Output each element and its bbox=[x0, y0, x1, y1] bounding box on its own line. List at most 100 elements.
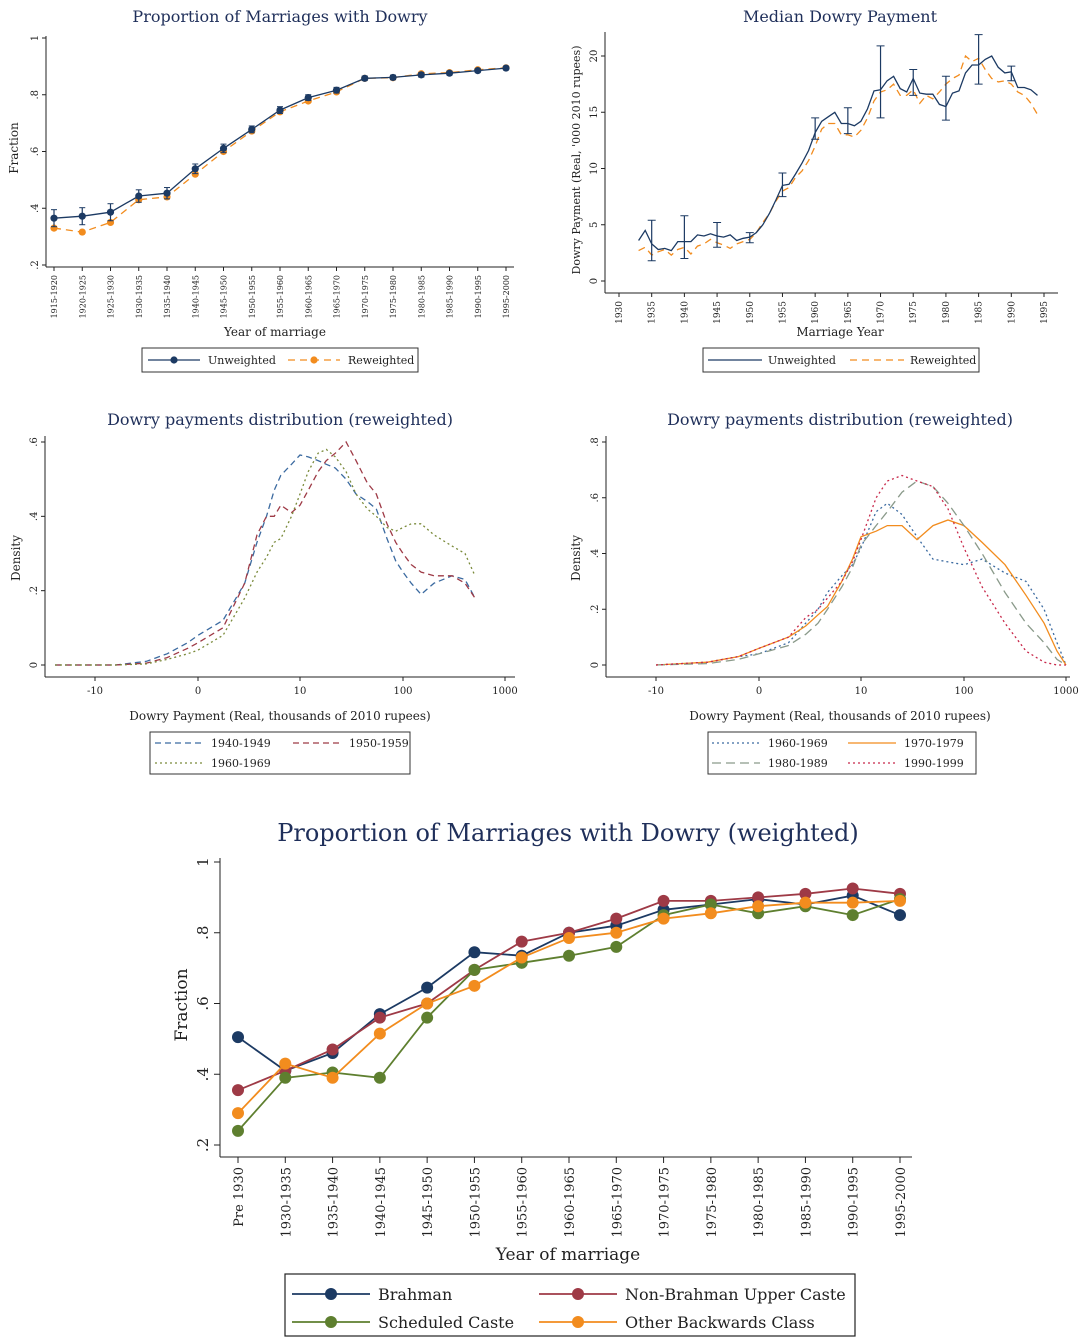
x-tick-label: 1930-1935 bbox=[135, 275, 144, 318]
data-point bbox=[191, 170, 199, 178]
data-point bbox=[657, 912, 670, 925]
legend-label: 1960-1969 bbox=[768, 737, 828, 750]
data-point bbox=[417, 71, 425, 79]
data-point bbox=[563, 932, 575, 945]
x-tick-label: 1985 bbox=[975, 301, 985, 324]
x-tick-label: 1945-1950 bbox=[220, 275, 229, 318]
legend-marker bbox=[572, 1316, 584, 1328]
y-tick-label: .6 bbox=[29, 437, 40, 447]
data-point bbox=[50, 214, 58, 222]
data-point bbox=[421, 981, 434, 994]
x-tick-label: 1980-1985 bbox=[752, 1167, 767, 1238]
x-tick-label: 1940-1945 bbox=[374, 1167, 389, 1238]
x-tick-label: 100 bbox=[393, 686, 412, 697]
x-tick-label: 1930 bbox=[615, 301, 625, 324]
data-point bbox=[326, 1043, 339, 1056]
x-tick-label: Pre 1930 bbox=[232, 1167, 247, 1227]
data-point bbox=[502, 64, 510, 72]
data-point bbox=[106, 208, 115, 216]
x-tick-label: 1965 bbox=[844, 301, 854, 324]
legend-box bbox=[149, 731, 411, 775]
chart-title: Dowry payments distribution (reweighted) bbox=[107, 410, 453, 429]
x-tick-label: 1920-1925 bbox=[78, 275, 87, 318]
data-point bbox=[232, 1084, 244, 1097]
data-point bbox=[474, 67, 482, 75]
data-point bbox=[78, 228, 86, 236]
series-line-1940-1949 bbox=[55, 454, 476, 666]
y-axis-label: Density bbox=[569, 535, 583, 581]
data-point bbox=[894, 894, 906, 907]
series-line-1990-1999 bbox=[655, 474, 1066, 666]
data-point bbox=[610, 912, 623, 925]
x-tick-label: 1955 bbox=[778, 301, 788, 324]
x-tick-label: 0 bbox=[195, 686, 201, 697]
series-line-1980-1989 bbox=[655, 480, 1067, 666]
x-tick-label: 1940-1945 bbox=[191, 275, 200, 318]
data-point bbox=[373, 1027, 386, 1040]
data-point bbox=[232, 1107, 244, 1120]
legend-marker bbox=[325, 1316, 337, 1328]
series-line-1950-1959 bbox=[55, 440, 476, 666]
data-point bbox=[373, 1071, 386, 1084]
x-tick-label: 1915-1920 bbox=[50, 275, 59, 318]
data-point bbox=[752, 891, 765, 904]
series-line-Brahman bbox=[237, 894, 901, 1072]
x-tick-label: 1975-1980 bbox=[705, 1167, 720, 1238]
data-point bbox=[78, 212, 86, 220]
series-line-unweighted bbox=[53, 67, 507, 219]
x-tick-label: 1925-1930 bbox=[107, 275, 116, 318]
x-tick-label: 1970-1975 bbox=[658, 1167, 673, 1238]
y-tick-label: 20 bbox=[589, 50, 600, 63]
data-point bbox=[752, 900, 765, 913]
chart-panel-median-dowry: Median Dowry Payment Marriage Year Dowry… bbox=[540, 0, 1079, 380]
data-point bbox=[191, 165, 199, 173]
y-tick-label: .4 bbox=[194, 1067, 212, 1081]
data-point bbox=[389, 73, 397, 82]
data-point bbox=[304, 93, 312, 102]
x-tick-label: 1000 bbox=[492, 686, 517, 697]
x-axis-label: Year of marriage bbox=[223, 325, 326, 339]
chart-title: Proportion of Marriages with Dowry (weig… bbox=[277, 819, 859, 847]
legend-label: Scheduled Caste bbox=[378, 1313, 514, 1332]
x-tick-label: 1965-1970 bbox=[333, 275, 342, 318]
x-tick-label: 1955-1960 bbox=[276, 275, 285, 318]
x-tick-label: 1995 bbox=[1040, 301, 1050, 324]
x-tick-label: 1950-1955 bbox=[248, 275, 257, 318]
data-point bbox=[468, 946, 481, 959]
x-tick-label: 1995-2000 bbox=[894, 1167, 909, 1238]
data-point bbox=[276, 106, 284, 114]
y-tick-label: 5 bbox=[589, 222, 600, 228]
data-point bbox=[468, 963, 481, 976]
data-point bbox=[657, 894, 670, 907]
y-tick-label: 0 bbox=[590, 662, 601, 668]
legend-label: Unweighted bbox=[208, 354, 276, 367]
y-tick-label: 1 bbox=[30, 35, 41, 41]
data-point bbox=[279, 1057, 292, 1070]
legend-box bbox=[284, 1273, 856, 1337]
data-point bbox=[163, 189, 171, 197]
x-tick-label: -10 bbox=[87, 686, 103, 697]
data-point bbox=[563, 949, 575, 962]
y-tick-label: 15 bbox=[589, 106, 600, 119]
data-point bbox=[610, 926, 623, 939]
data-point bbox=[135, 192, 143, 200]
x-tick-label: 1935 bbox=[648, 301, 658, 324]
x-tick-label: 1950 bbox=[746, 301, 756, 324]
x-axis-label: Dowry Payment (Real, thousands of 2010 r… bbox=[689, 709, 990, 723]
x-tick-label: 1940 bbox=[680, 301, 690, 324]
data-point bbox=[421, 1011, 434, 1024]
x-tick-label: 10 bbox=[855, 686, 868, 697]
legend-label: 1980-1989 bbox=[768, 757, 828, 770]
legend-label: Reweighted bbox=[348, 354, 414, 367]
data-point bbox=[846, 882, 859, 895]
y-tick-label: .2 bbox=[29, 586, 40, 596]
data-point bbox=[445, 69, 454, 77]
chart-panel-distribution-b: Dowry payments distribution (reweighted)… bbox=[540, 400, 1079, 780]
y-tick-label: 0 bbox=[589, 278, 600, 284]
x-tick-label: 1960-1965 bbox=[563, 1167, 578, 1238]
data-point bbox=[279, 1071, 292, 1084]
y-tick-label: .4 bbox=[29, 512, 40, 522]
x-axis-label: Dowry Payment (Real, thousands of 2010 r… bbox=[129, 709, 430, 723]
legend-label: 1940-1949 bbox=[211, 737, 271, 750]
legend-label: 1950-1959 bbox=[349, 737, 409, 750]
